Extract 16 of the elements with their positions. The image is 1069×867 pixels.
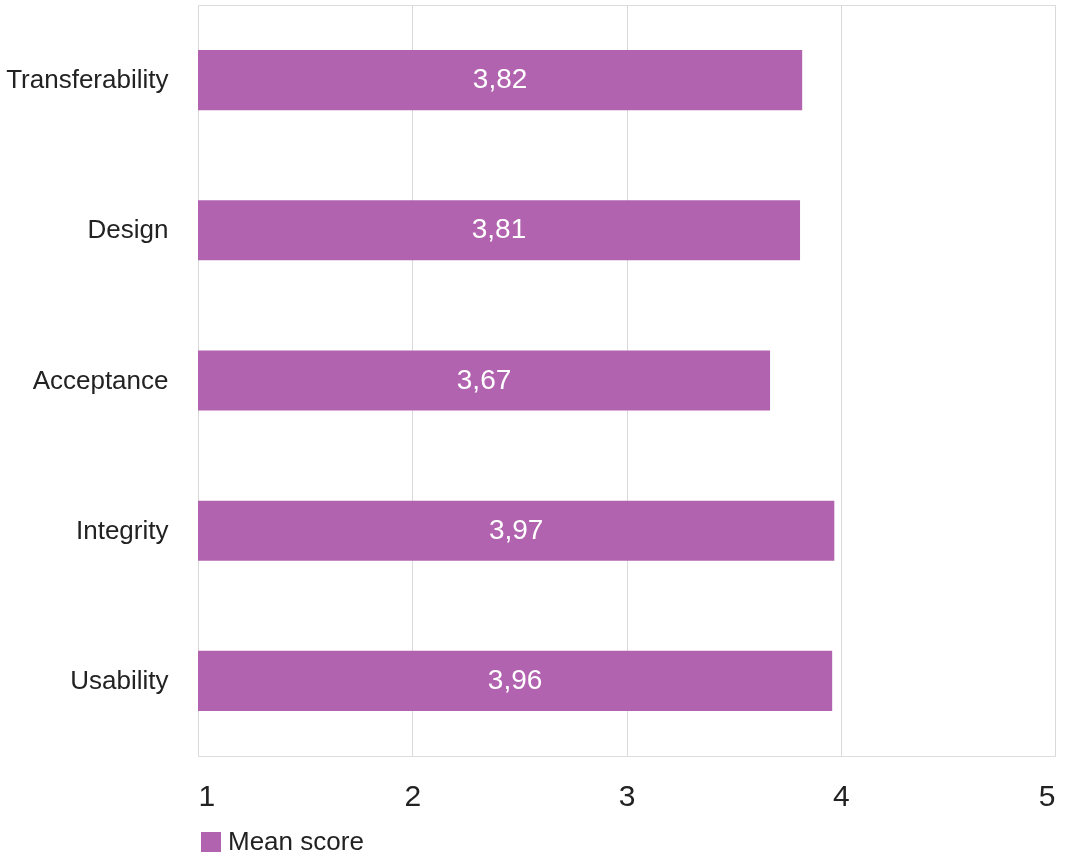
y-tick-label: Design <box>87 214 169 245</box>
data-label: 3,97 <box>488 513 544 545</box>
y-tick-label: Usability <box>70 664 169 695</box>
y-tick-label: Acceptance <box>32 364 169 395</box>
y-tick-label: Transferability <box>6 64 169 95</box>
data-label: 3,81 <box>471 213 527 245</box>
data-label: 3,96 <box>487 663 543 695</box>
x-tick-label: 3 <box>618 778 636 812</box>
x-tick-label: 4 <box>832 778 850 812</box>
legend-label: Mean score <box>228 826 364 856</box>
data-label: 3,82 <box>472 63 528 95</box>
x-tick-label: 1 <box>198 778 216 812</box>
x-tick-label: 2 <box>404 778 422 812</box>
x-tick-label: 5 <box>1038 778 1056 812</box>
data-label: 3,67 <box>456 363 512 395</box>
y-tick-label: Integrity <box>76 514 169 545</box>
